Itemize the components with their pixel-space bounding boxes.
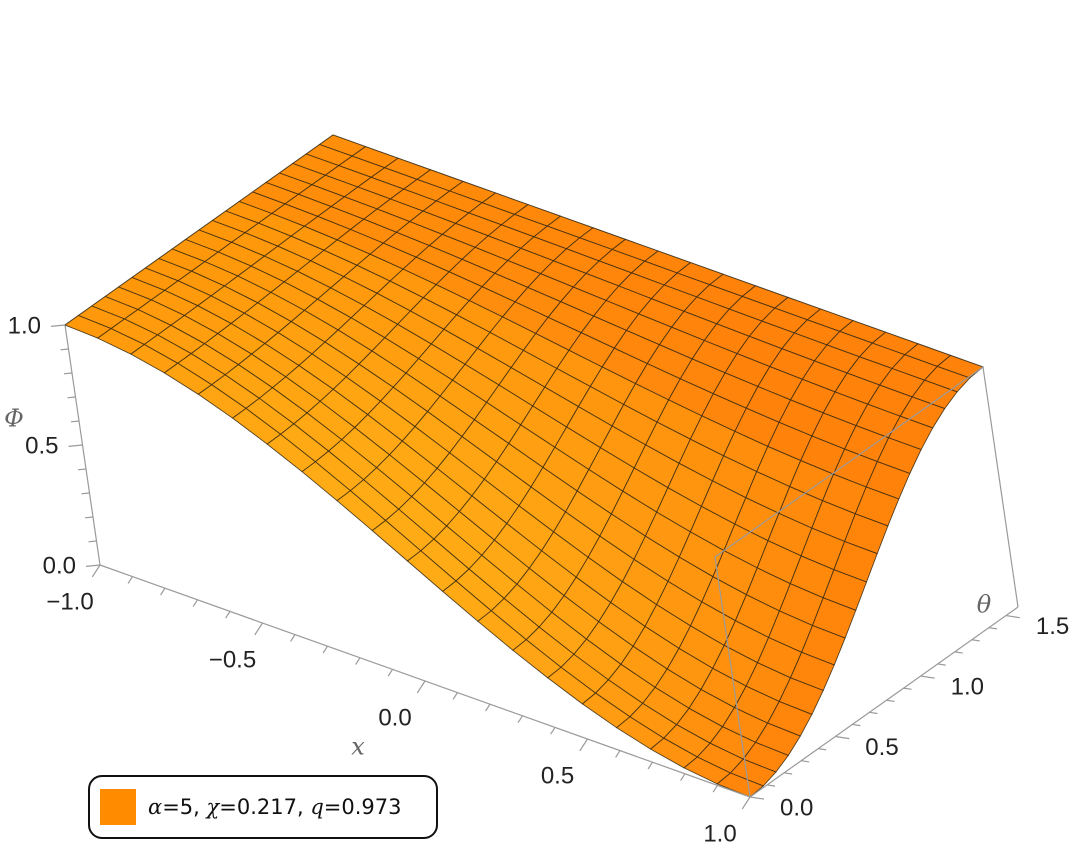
legend-chi-symbol: χ (206, 795, 220, 819)
x-tick-mark (322, 645, 329, 654)
legend-swatch (100, 789, 136, 825)
legend: α=5, χ=0.217, q=0.973 (88, 775, 438, 839)
x-tick-mark (680, 773, 686, 781)
box-edge (714, 366, 984, 558)
x-tick-mark (485, 703, 491, 712)
x-tick-mark (160, 587, 166, 596)
z-tick-mark (68, 444, 83, 447)
legend-chi-value: =0.217, (219, 795, 311, 819)
theta-axis-label: θ (977, 591, 992, 619)
theta-tick-label: 0.5 (865, 734, 898, 761)
box-edge (714, 556, 751, 798)
theta-tick-mark (903, 687, 912, 690)
theta-tick-label: 1.5 (1036, 613, 1069, 640)
theta-tick-mark (954, 651, 963, 654)
z-tick-mark (81, 492, 90, 495)
theta-tick-mark (749, 796, 765, 800)
z-tick-mark (88, 540, 97, 543)
x-tick-mark (290, 634, 296, 642)
theta-tick-mark (971, 639, 980, 642)
z-tick-mark (84, 516, 94, 519)
theta-tick-mark (1005, 614, 1021, 619)
z-tick-mark (77, 468, 87, 471)
x-tick-mark (91, 564, 101, 578)
theta-tick-label: 1.0 (951, 673, 984, 700)
x-axis-label: x (351, 733, 365, 761)
x-tick-label: 1.0 (703, 820, 736, 847)
legend-q-value: =0.973 (323, 795, 402, 819)
theta-tick-mark (920, 675, 935, 679)
x-tick-mark (355, 657, 361, 665)
theta-tick-mark (766, 784, 776, 787)
legend-alpha-value: =5, (162, 795, 207, 819)
x-tick-mark (550, 727, 556, 735)
x-tick-label: 0.0 (378, 704, 411, 731)
legend-entry: α=5, χ=0.217, q=0.973 (148, 795, 401, 819)
x-tick-mark (741, 796, 751, 810)
box-edge (982, 366, 1019, 608)
x-tick-mark (416, 680, 426, 694)
x-tick-label: 0.5 (541, 762, 574, 789)
theta-tick-mark (818, 748, 827, 751)
x-tick-mark (712, 785, 719, 793)
z-tick-label: 0.5 (25, 432, 58, 459)
theta-tick-mark (886, 699, 895, 703)
z-axis-label: Φ (4, 405, 24, 433)
z-tick-mark (85, 564, 101, 567)
x-tick-mark (192, 599, 199, 607)
x-tick-label: −0.5 (209, 646, 256, 673)
x-tick-mark (452, 692, 459, 700)
x-tick-mark (579, 738, 589, 752)
z-tick-mark (70, 420, 80, 423)
legend-q-symbol: q (310, 795, 324, 819)
z-tick-mark (63, 372, 73, 375)
surface-mesh (64, 134, 984, 798)
x-tick-mark (615, 750, 621, 758)
x-tick-label: −1.0 (46, 588, 93, 615)
x-tick-mark (647, 761, 654, 770)
theta-tick-mark (852, 723, 861, 727)
theta-tick-mark (784, 772, 793, 775)
x-tick-mark (517, 715, 524, 723)
axis-ticks: −1.0 −0.5 0.0 0.5 1.0 0.0 0.5 1.0 1.5 0.0 0.5 1.0 (8, 312, 1070, 847)
theta-tick-mark (869, 711, 878, 715)
z-tick-label: 0.0 (43, 552, 76, 579)
box-edge (749, 606, 1019, 798)
legend-alpha-symbol: α (148, 795, 163, 819)
x-tick-mark (127, 576, 134, 584)
theta-tick-label: 0.0 (780, 794, 813, 821)
x-tick-mark (387, 669, 394, 677)
theta-tick-mark (801, 760, 810, 763)
x-tick-mark (254, 622, 264, 636)
z-tick-mark (60, 348, 69, 351)
x-tick-mark (225, 611, 231, 619)
z-tick-label: 1.0 (8, 312, 41, 339)
theta-tick-mark (835, 735, 850, 740)
theta-tick-mark (988, 627, 997, 630)
z-tick-mark (67, 396, 76, 399)
theta-tick-mark (937, 663, 946, 666)
z-tick-mark (50, 324, 66, 327)
axis-labels: x θ Φ (4, 405, 992, 761)
